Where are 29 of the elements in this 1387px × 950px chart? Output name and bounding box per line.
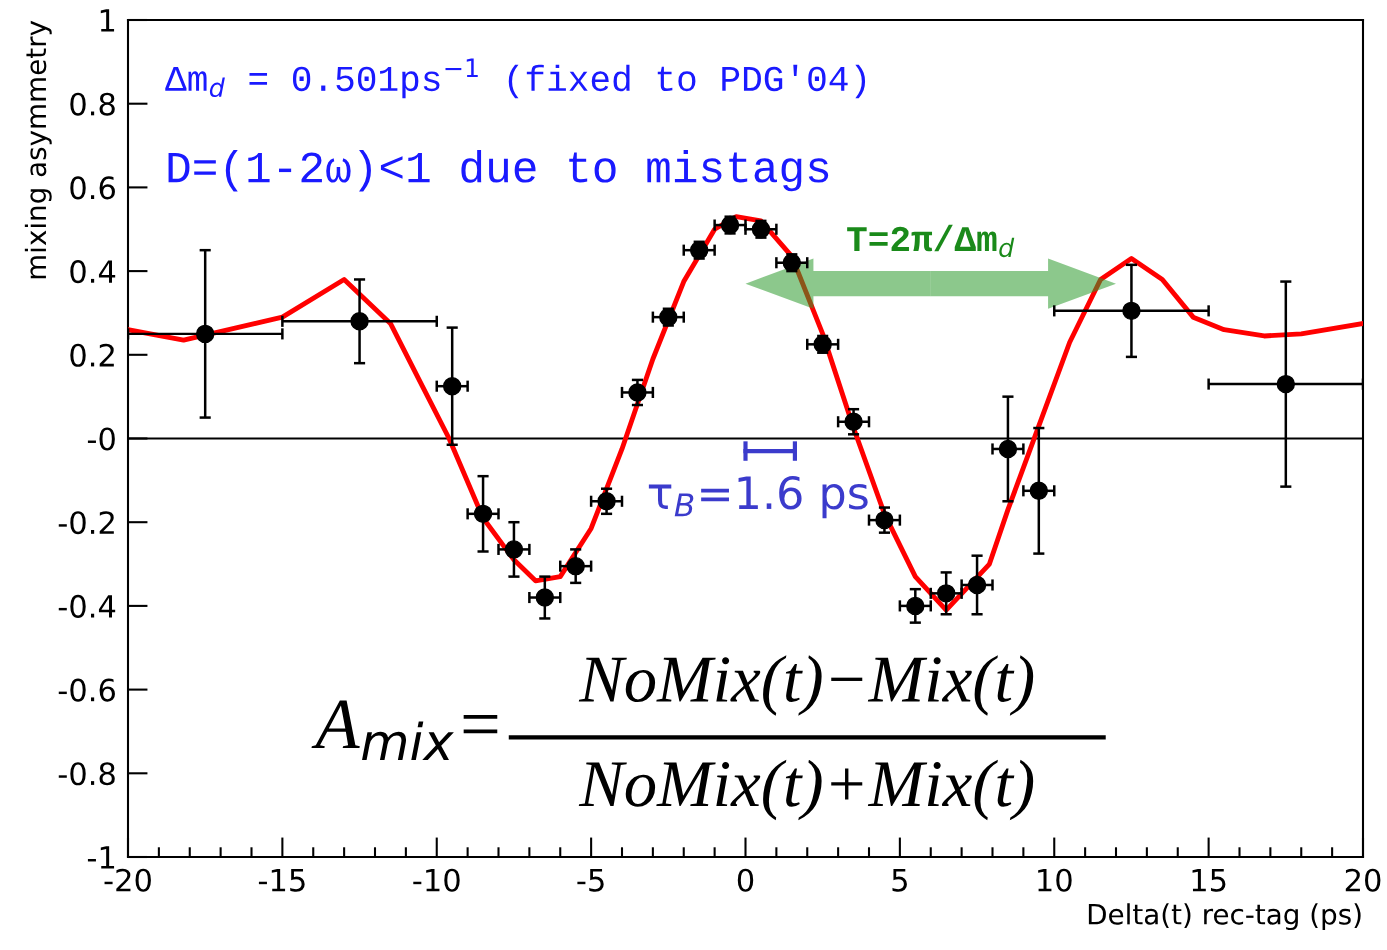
annotation: NoMix(t)+Mix(t) (578, 759, 1034, 821)
y-tick-label: 0.2 (70, 343, 114, 367)
y-tick-label: 0.6 (70, 176, 115, 200)
y-tick-label: 1 (100, 9, 115, 32)
x-tick-label: -5 (577, 869, 604, 892)
y-tick-label: -1 (87, 846, 115, 869)
annotation: D=(1-2ω)<1 due to mistags (168, 149, 829, 192)
x-tick-label: -20 (104, 868, 151, 892)
y-tick-label: 0.4 (70, 260, 116, 284)
y-tick-label: -0 (87, 427, 115, 451)
x-tick-label: 10 (1038, 868, 1072, 892)
x-tick-label: 5 (892, 869, 907, 892)
x-tick-label: 0 (737, 868, 754, 892)
annotation: A$_{mix}$= (311, 700, 498, 760)
annotation: T=2π/Δm$_{d}$ (847, 224, 1015, 258)
x-tick-label: -15 (258, 869, 305, 892)
y-tick-label: -0.4 (58, 594, 116, 618)
y-axis-title: mixing asymmetry (24, 20, 52, 279)
x-tick-label: -10 (413, 868, 460, 892)
y-tick-label: -0.8 (58, 762, 115, 786)
x-axis-title: Delta(t) rec-tag (ps) (1088, 903, 1361, 931)
x-tick-label: 15 (1192, 869, 1226, 892)
annotation: NoMix(t)−Mix(t) (578, 655, 1034, 716)
annotation: τ$_{B}$=1.6 ps (648, 475, 868, 519)
y-tick-label: 0.8 (70, 92, 115, 116)
y-tick-label: -0.6 (58, 678, 115, 702)
y-tick-label: -0.2 (58, 511, 114, 535)
text: Δm$_{d}$ = 0.501ps$^{−1}$ (fixed to PDG'04) (165, 58, 866, 99)
x-tick-label: 20 (1345, 868, 1381, 892)
